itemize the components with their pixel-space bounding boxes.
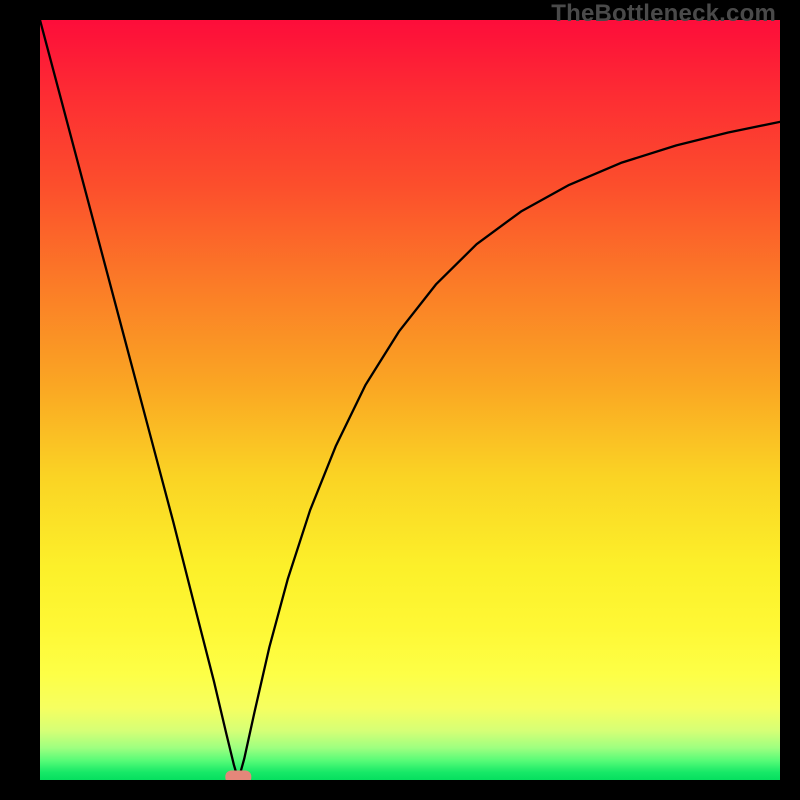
watermark-text: TheBottleneck.com xyxy=(551,0,776,28)
minimum-marker xyxy=(225,770,251,780)
chart-svg xyxy=(40,20,780,780)
gradient-background xyxy=(40,20,780,780)
plot-area xyxy=(40,20,780,780)
